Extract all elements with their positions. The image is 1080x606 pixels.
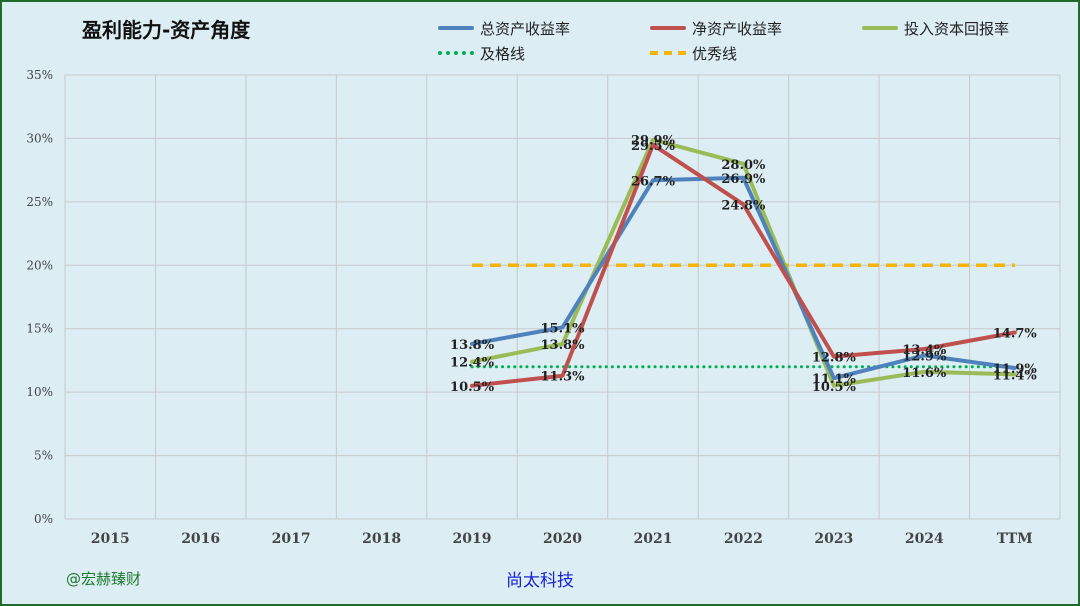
y-tick-label: 10% (26, 385, 53, 399)
x-tick-label: 2016 (181, 531, 220, 547)
data-label: 24.8% (721, 198, 766, 213)
y-tick-label: 25% (26, 195, 53, 209)
data-label: 11.1% (812, 372, 857, 387)
legend-item-pass-line: 及格线 (438, 43, 525, 63)
data-label: 29.5% (631, 139, 676, 154)
x-tick-label: 2015 (91, 531, 130, 547)
data-label: 10.5% (812, 380, 857, 395)
data-label: 13.8% (540, 338, 585, 353)
y-tick-label: 20% (26, 258, 53, 272)
data-label: 26.9% (721, 172, 766, 187)
legend-item-excellent-line: 优秀线 (650, 43, 737, 63)
y-axis: 0% 5% 10% 15% 20% 25% 30% 35% (26, 68, 53, 526)
legend-swatch (438, 26, 474, 30)
data-label: 12.8% (812, 351, 857, 366)
x-tick-label: 2021 (633, 531, 672, 547)
legend-label: 净资产收益率 (692, 19, 783, 38)
gridlines (64, 74, 1061, 520)
company-name: 尚太科技 (506, 571, 574, 591)
x-tick-label: TTM (997, 531, 1033, 547)
data-label: 10.5% (450, 380, 495, 395)
x-tick-label: 2022 (724, 531, 763, 547)
data-label: 13.8% (450, 338, 495, 353)
data-label: 11.6% (902, 366, 947, 381)
data-label: 28.0% (721, 158, 766, 173)
x-tick-label: 2019 (453, 531, 492, 547)
watermark: @宏赫臻财 (66, 570, 142, 588)
y-tick-label: 35% (26, 68, 53, 82)
data-label: 29.9% (631, 134, 676, 149)
legend-item-total-asset-return: 总资产收益率 (438, 18, 570, 38)
y-tick-label: 5% (34, 449, 53, 463)
series-line (470, 175, 1017, 381)
data-label: 11.9% (993, 362, 1038, 377)
x-tick-label: 2018 (362, 531, 401, 547)
data-label: 11.4% (993, 368, 1038, 383)
data-label: 12.9% (902, 349, 947, 364)
legend-swatch (862, 26, 898, 30)
x-tick-label: 2020 (543, 531, 582, 547)
x-tick-label: 2024 (905, 531, 944, 547)
series-line (470, 137, 1017, 388)
legend-label: 及格线 (480, 44, 526, 63)
legend-swatch (438, 51, 474, 55)
legend-label: 投入资本回报率 (904, 19, 1010, 38)
data-label: 26.7% (631, 174, 676, 189)
data-label: 13.4% (902, 343, 947, 358)
series-line (470, 142, 1017, 388)
data-label: 15.1% (540, 321, 585, 336)
legend-swatch (650, 51, 686, 55)
data-labels: 13.8% 15.1% 26.7% 26.9% 11.1% 12.9% 11.9% 10.5%… (450, 134, 1037, 395)
chart-title: 盈利能力-资产角度 (82, 18, 251, 42)
y-tick-label: 0% (34, 512, 53, 526)
data-label: 11.3% (540, 370, 585, 385)
legend-swatch (650, 26, 686, 30)
data-label: 12.4% (450, 356, 495, 371)
y-tick-label: 30% (26, 131, 53, 145)
legend-label: 优秀线 (692, 44, 738, 63)
x-axis: 2015 2016 2017 2018 2019 2020 2021 2022 2023 2024… (91, 531, 1033, 547)
y-tick-label: 15% (26, 322, 53, 336)
legend-item-net-asset-return: 净资产收益率 (650, 18, 782, 38)
x-tick-label: 2017 (272, 531, 311, 547)
series-lines (470, 137, 1017, 388)
legend-label: 总资产收益率 (480, 19, 571, 38)
legend-item-invested-capital-return: 投入资本回报率 (862, 18, 1009, 38)
x-tick-label: 2023 (814, 531, 853, 547)
data-label: 14.7% (993, 327, 1038, 342)
